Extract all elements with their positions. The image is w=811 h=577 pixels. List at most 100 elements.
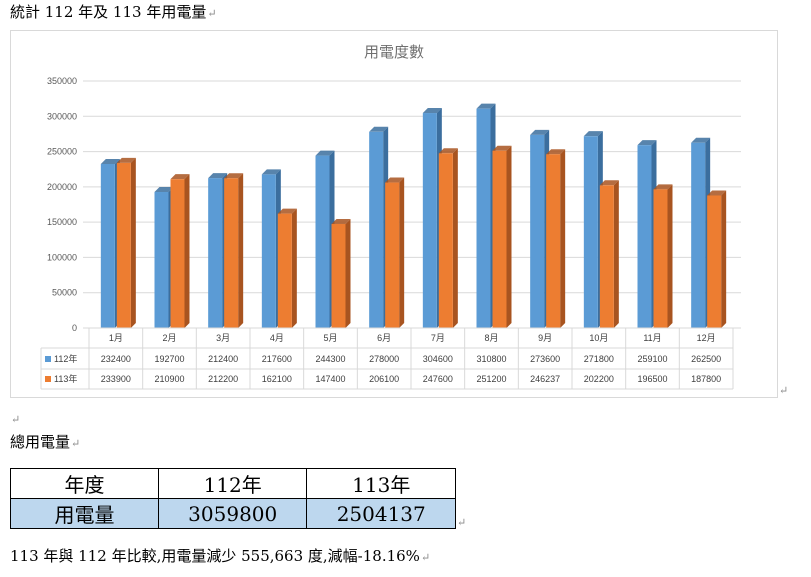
bar-112 — [100, 163, 115, 328]
conclusion-text: 113 年與 112 年比較,用電量減少 555,663 度,減幅-18.16%… — [10, 547, 431, 565]
summary-table: 年度 112年 113年 用電量 3059800 2504137 — [10, 468, 456, 529]
header-year: 年度 — [10, 468, 159, 499]
bar-side-113 — [506, 145, 512, 328]
bar-top-113 — [385, 177, 405, 183]
bar-top-112 — [369, 126, 389, 132]
x-tick-label: 4月 — [270, 333, 284, 343]
bar-side-113 — [399, 177, 405, 328]
bar-112 — [315, 155, 330, 328]
paragraph-mark: ↵ — [779, 384, 789, 397]
table-value-112: 244300 — [315, 354, 345, 364]
bar-side-113 — [613, 180, 619, 328]
chart-frame[interactable]: 用電度數 0 50000 100000 150000 200000 250000 300000… — [10, 30, 778, 398]
x-tick-label: 10月 — [589, 333, 608, 343]
bar-top-113 — [331, 218, 351, 224]
table-value-113: 246237 — [530, 374, 560, 384]
bar-113 — [224, 178, 239, 328]
bar-side-113 — [291, 208, 297, 328]
bar-113 — [546, 154, 561, 328]
bar-side-113 — [721, 190, 727, 328]
table-value-112: 192700 — [154, 354, 184, 364]
bar-top-113 — [116, 157, 136, 163]
bar-112 — [637, 145, 652, 328]
bar-top-112 — [476, 103, 496, 109]
y-tick-label: 200000 — [47, 182, 77, 192]
table-value-113: 206100 — [369, 374, 399, 384]
bar-113 — [599, 185, 614, 328]
legend-label-112: 112年 — [54, 353, 77, 364]
y-tick-label: 300000 — [47, 111, 77, 121]
table-value-112: 271800 — [584, 354, 614, 364]
table-value-112: 304600 — [423, 354, 453, 364]
y-tick-label: 150000 — [47, 217, 77, 227]
bar-side-113 — [130, 157, 136, 328]
table-value-113: 233900 — [101, 374, 131, 384]
table-value-113: 210900 — [154, 374, 184, 384]
chart-title: 用電度數 — [364, 44, 424, 61]
table-value-112: 273600 — [530, 354, 560, 364]
total-label: 總用電量↵ — [10, 433, 81, 451]
table-value-112: 212400 — [208, 354, 238, 364]
bar-top-112 — [315, 150, 335, 156]
bar-top-112 — [261, 169, 281, 175]
x-tick-label: 5月 — [323, 333, 337, 343]
header-112: 112年 — [157, 468, 308, 499]
bar-113 — [116, 162, 131, 328]
bar-top-112 — [208, 173, 228, 179]
bar-113 — [492, 150, 507, 328]
bar-side-113 — [560, 149, 566, 328]
y-tick-label: 0 — [72, 323, 77, 333]
x-tick-label: 3月 — [216, 333, 230, 343]
bar-112 — [476, 108, 491, 328]
bar-side-113 — [667, 184, 673, 328]
x-tick-label: 8月 — [484, 333, 498, 343]
legend-key-112 — [45, 356, 51, 362]
table-value-112: 232400 — [101, 354, 131, 364]
y-tick-label: 250000 — [47, 147, 77, 157]
bar-top-113 — [546, 149, 566, 155]
bar-113 — [653, 189, 668, 328]
x-tick-label: 9月 — [538, 333, 552, 343]
table-value-112: 217600 — [262, 354, 292, 364]
y-tick-label: 100000 — [47, 252, 77, 262]
bar-112 — [691, 142, 706, 328]
bar-top-112 — [691, 137, 711, 143]
bar-top-113 — [599, 180, 619, 186]
row-label: 用電量 — [10, 498, 159, 529]
bar-113 — [170, 179, 185, 328]
summary-usage-row: 用電量 3059800 2504137 — [10, 498, 456, 529]
x-tick-label: 11月 — [643, 333, 661, 343]
table-value-112: 259100 — [637, 354, 667, 364]
bar-112 — [369, 131, 384, 328]
table-value-113: 187800 — [691, 374, 721, 384]
y-tick-label: 350000 — [47, 76, 77, 86]
bar-top-112 — [100, 158, 120, 164]
bar-top-112 — [583, 131, 603, 137]
bar-112 — [261, 174, 276, 328]
x-tick-label: 1月 — [109, 333, 123, 343]
page-heading: 統計 112 年及 113 年用電量↵ — [10, 3, 217, 21]
table-value-113: 196500 — [637, 374, 667, 384]
bar-113 — [438, 153, 453, 328]
bar-112 — [208, 178, 223, 328]
legend-label-113: 113年 — [54, 373, 77, 384]
bar-top-113 — [170, 174, 190, 180]
table-value-113: 147400 — [315, 374, 345, 384]
bar-top-112 — [637, 140, 657, 146]
bar-top-113 — [707, 190, 727, 196]
x-tick-label: 6月 — [377, 333, 391, 343]
bar-top-112 — [154, 187, 174, 193]
table-value-112: 262500 — [691, 354, 721, 364]
bar-top-113 — [653, 184, 673, 190]
paragraph-mark: ↵ — [11, 413, 21, 426]
bar-112 — [583, 136, 598, 328]
bar-112 — [154, 192, 169, 328]
table-value-113: 251200 — [476, 374, 506, 384]
table-value-113: 162100 — [262, 374, 292, 384]
table-value-113: 202200 — [584, 374, 614, 384]
table-value-112: 310800 — [476, 354, 506, 364]
table-value-112: 278000 — [369, 354, 399, 364]
x-tick-label: 7月 — [431, 333, 445, 343]
bar-113 — [277, 213, 292, 328]
bar-side-113 — [345, 218, 351, 328]
